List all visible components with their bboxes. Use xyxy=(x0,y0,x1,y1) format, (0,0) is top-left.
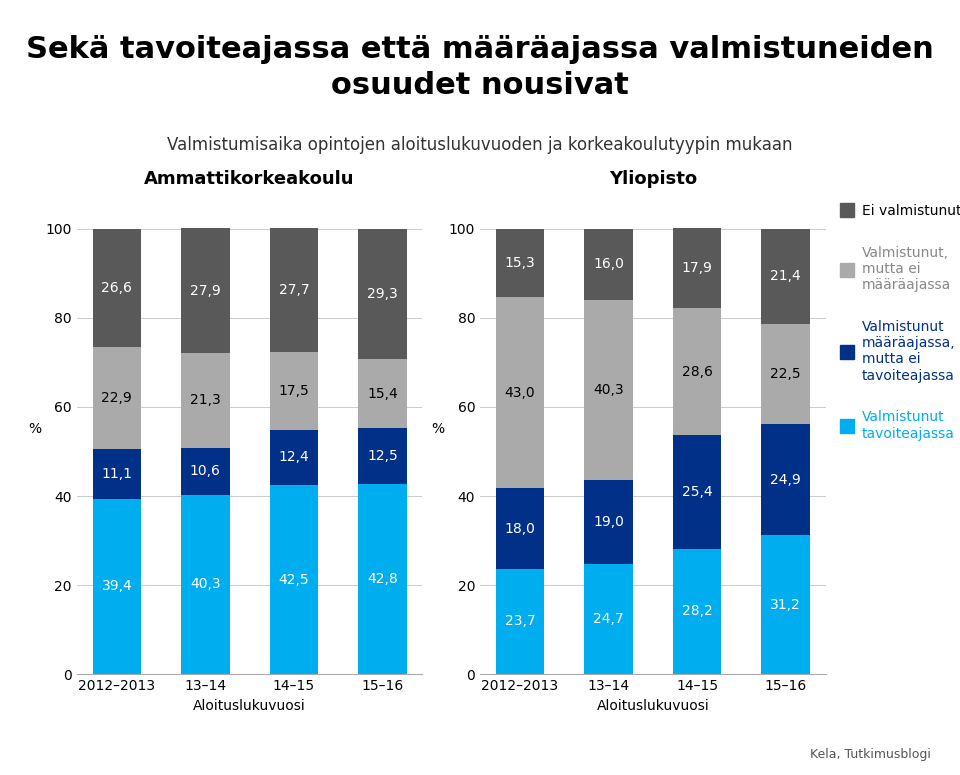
Bar xyxy=(585,229,633,300)
Bar xyxy=(92,229,141,347)
Y-axis label: %: % xyxy=(28,422,41,436)
Bar xyxy=(495,229,544,297)
Text: 12,4: 12,4 xyxy=(278,450,309,464)
Bar xyxy=(92,347,141,449)
Text: 42,5: 42,5 xyxy=(278,573,309,587)
Bar xyxy=(181,229,229,353)
Title: Ammattikorkeakoulu: Ammattikorkeakoulu xyxy=(144,170,355,188)
Bar xyxy=(181,353,229,447)
Bar xyxy=(92,499,141,674)
Bar xyxy=(761,536,810,674)
Text: 15,3: 15,3 xyxy=(505,256,536,270)
Bar xyxy=(270,352,318,429)
Text: 22,9: 22,9 xyxy=(102,391,132,405)
Y-axis label: %: % xyxy=(431,422,444,436)
Bar xyxy=(358,428,407,484)
Text: 19,0: 19,0 xyxy=(593,515,624,529)
Bar xyxy=(358,484,407,674)
Bar xyxy=(181,494,229,674)
Bar xyxy=(585,564,633,674)
Bar xyxy=(673,308,721,436)
Bar xyxy=(761,324,810,425)
Text: 25,4: 25,4 xyxy=(682,485,712,499)
Bar xyxy=(761,229,810,324)
Text: 22,5: 22,5 xyxy=(770,367,801,381)
Bar xyxy=(673,549,721,674)
Text: 21,4: 21,4 xyxy=(770,270,801,284)
Bar xyxy=(181,447,229,494)
Bar xyxy=(585,300,633,480)
Text: 10,6: 10,6 xyxy=(190,464,221,478)
Text: 31,2: 31,2 xyxy=(770,598,801,611)
Text: 28,6: 28,6 xyxy=(682,365,712,379)
Text: 40,3: 40,3 xyxy=(190,577,221,591)
Text: 27,9: 27,9 xyxy=(190,284,221,298)
Bar xyxy=(270,429,318,485)
Bar xyxy=(495,488,544,569)
Bar xyxy=(761,425,810,536)
Text: 11,1: 11,1 xyxy=(102,467,132,481)
Text: Kela, Tutkimusblogi: Kela, Tutkimusblogi xyxy=(810,748,931,761)
Title: Yliopisto: Yliopisto xyxy=(609,170,697,188)
Text: 43,0: 43,0 xyxy=(505,386,536,400)
Text: 28,2: 28,2 xyxy=(682,604,712,618)
Text: 23,7: 23,7 xyxy=(505,615,536,629)
Bar xyxy=(495,569,544,674)
Text: 42,8: 42,8 xyxy=(367,572,397,586)
Legend: Ei valmistunut, Valmistunut,
mutta ei
määräajassa, Valmistunut
määräajassa,
mutt: Ei valmistunut, Valmistunut, mutta ei mä… xyxy=(834,198,960,446)
Bar xyxy=(673,436,721,549)
Text: 24,7: 24,7 xyxy=(593,612,624,626)
Bar xyxy=(358,229,407,360)
Bar xyxy=(495,297,544,488)
Text: 40,3: 40,3 xyxy=(593,383,624,397)
Text: 17,5: 17,5 xyxy=(278,384,309,398)
Text: 29,3: 29,3 xyxy=(367,287,397,301)
Text: 21,3: 21,3 xyxy=(190,393,221,407)
Bar xyxy=(358,360,407,428)
Text: 15,4: 15,4 xyxy=(367,387,397,401)
Bar xyxy=(270,229,318,352)
Text: 16,0: 16,0 xyxy=(593,257,624,271)
Bar xyxy=(270,485,318,674)
Text: 12,5: 12,5 xyxy=(367,449,397,463)
X-axis label: Aloituslukuvuosi: Aloituslukuvuosi xyxy=(193,699,306,713)
Text: 18,0: 18,0 xyxy=(505,522,536,536)
Bar xyxy=(92,449,141,499)
Text: 26,6: 26,6 xyxy=(102,281,132,295)
Bar xyxy=(585,480,633,564)
Text: 17,9: 17,9 xyxy=(682,261,712,275)
Bar xyxy=(673,229,721,308)
Text: 39,4: 39,4 xyxy=(102,580,132,594)
Text: 24,9: 24,9 xyxy=(770,473,801,487)
Text: 27,7: 27,7 xyxy=(278,283,309,297)
X-axis label: Aloituslukuvuosi: Aloituslukuvuosi xyxy=(596,699,709,713)
Text: Valmistumisaika opintojen aloituslukuvuoden ja korkeakoulutyypin mukaan: Valmistumisaika opintojen aloituslukuvuo… xyxy=(167,136,793,153)
Text: Sekä tavoiteajassa että määräajassa valmistuneiden
osuudet nousivat: Sekä tavoiteajassa että määräajassa valm… xyxy=(26,35,934,100)
